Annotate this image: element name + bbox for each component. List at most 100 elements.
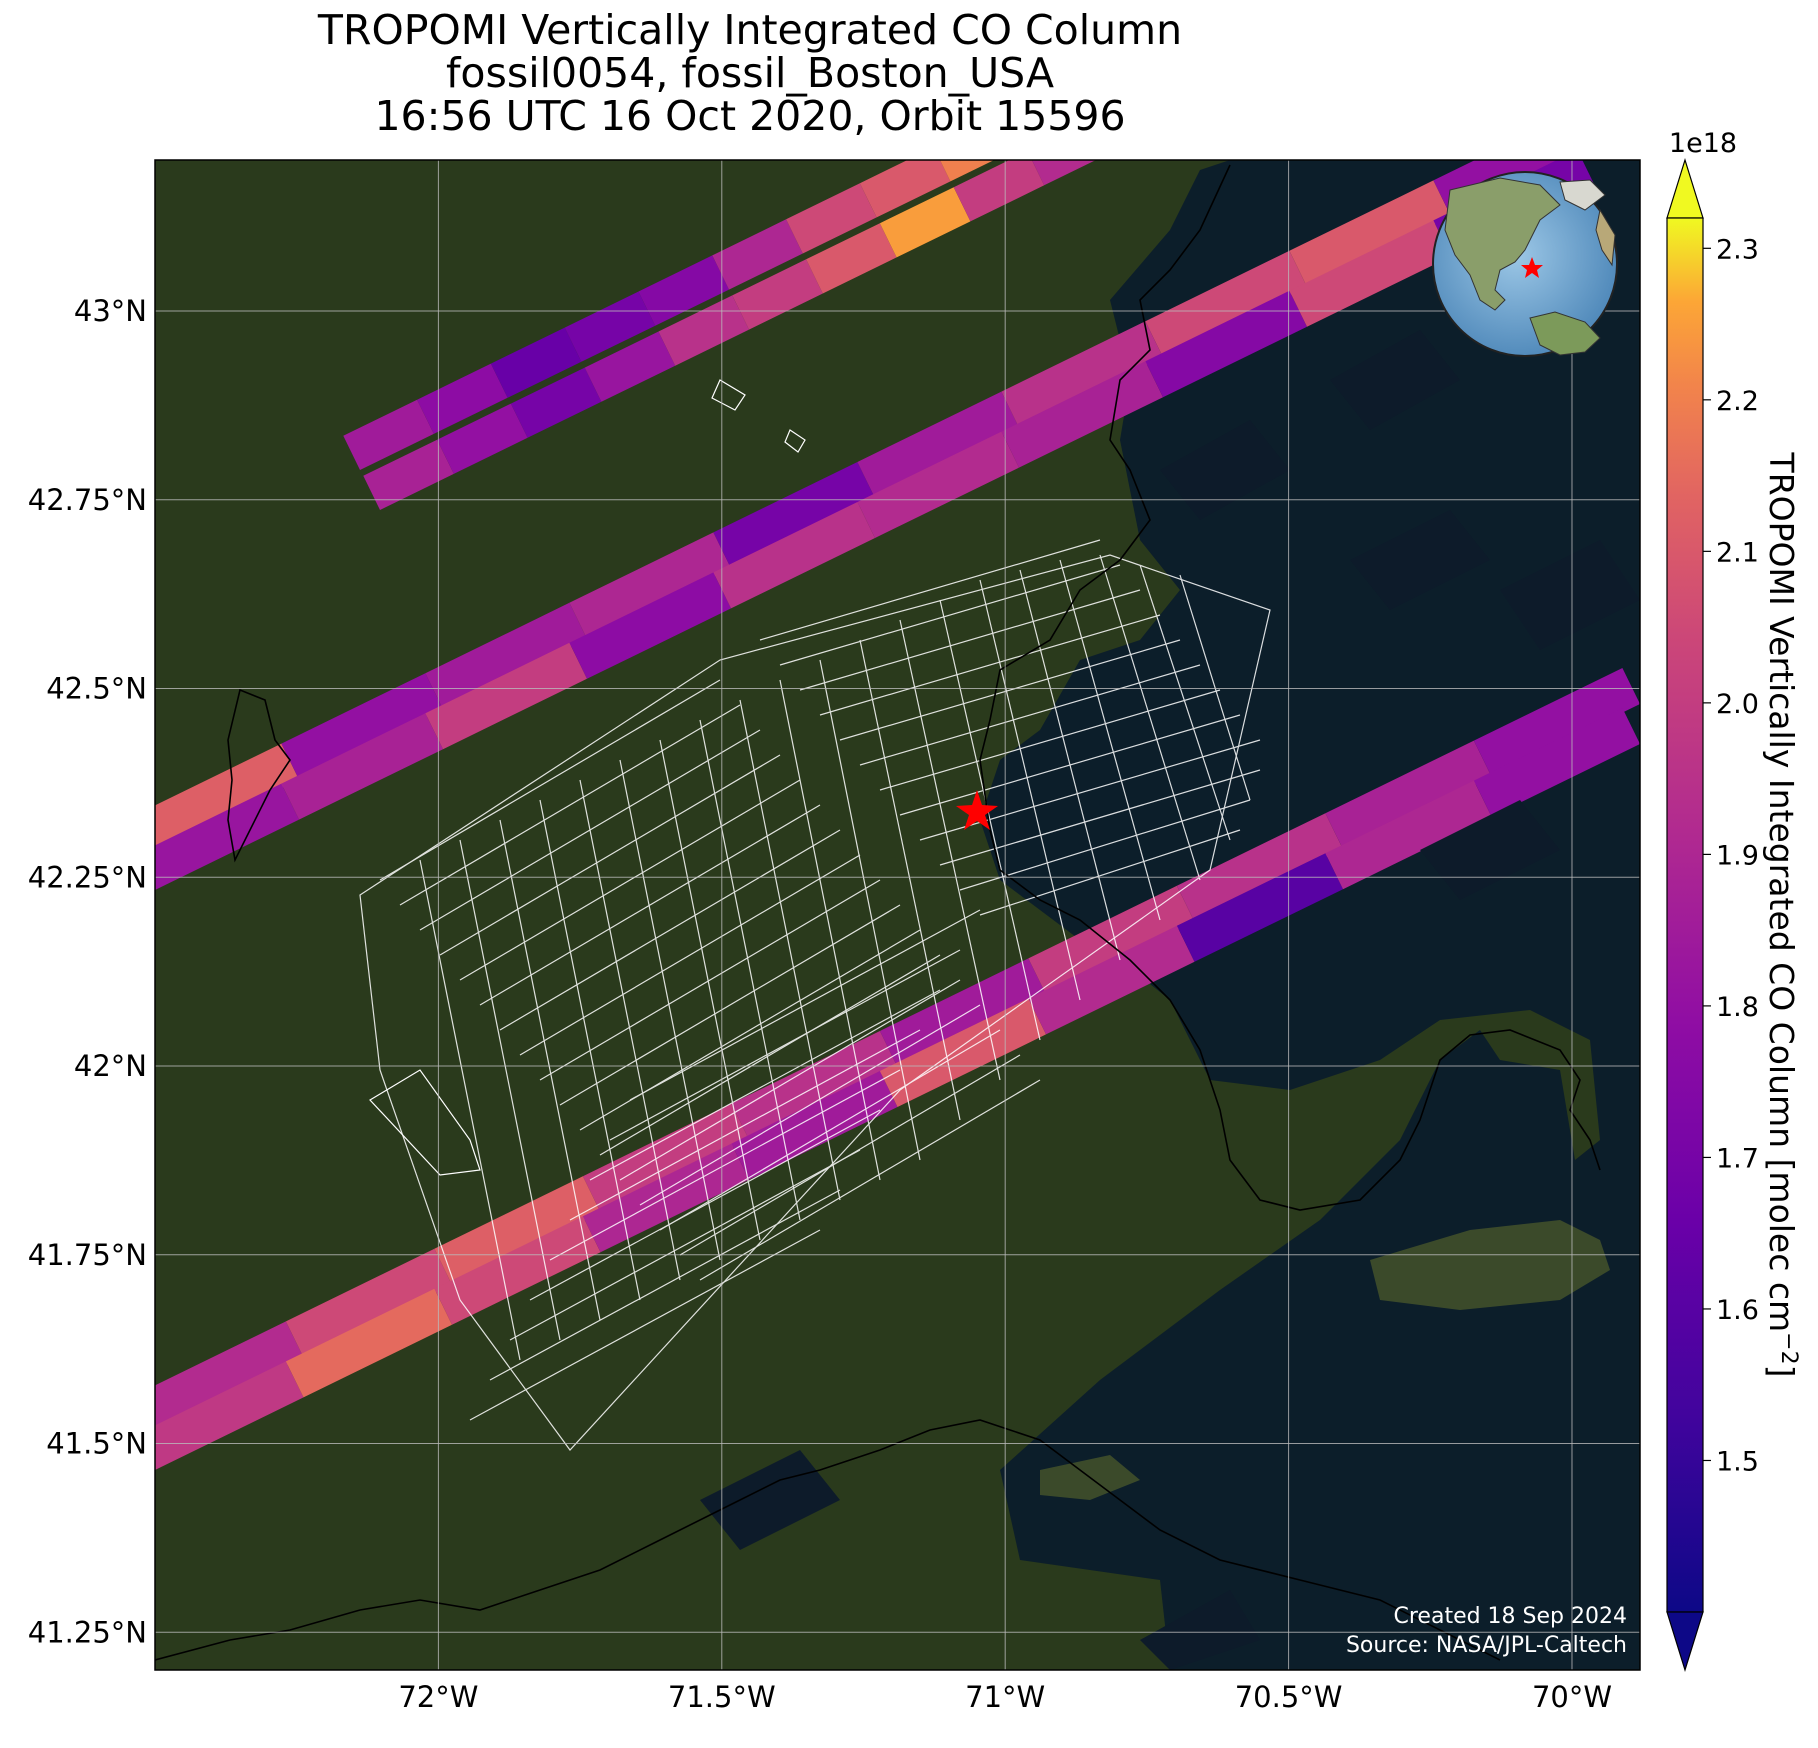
swath-cell bbox=[1473, 708, 1640, 817]
swath-cell bbox=[939, 160, 995, 182]
lon-tick-label: 70.5°W bbox=[1235, 1680, 1343, 1714]
ocean-flag-pixel bbox=[1160, 420, 1290, 520]
lat-tick-label: 41.25°N bbox=[28, 1615, 147, 1649]
target-star-marker bbox=[956, 790, 998, 830]
swath-cell bbox=[437, 403, 528, 474]
lat-tick-label: 42.75°N bbox=[28, 483, 147, 517]
map-frame bbox=[154, 159, 1641, 1671]
quabbin-outline bbox=[227, 688, 291, 863]
swath-cell bbox=[732, 259, 823, 330]
globe-greenland bbox=[1559, 179, 1606, 211]
ocean-flag-pixel bbox=[1350, 510, 1490, 610]
swath-cell bbox=[713, 502, 875, 609]
swath-cell bbox=[859, 160, 951, 218]
swath-cell bbox=[638, 255, 729, 326]
grid-lines-d bbox=[469, 909, 981, 1421]
swath-cell bbox=[155, 1321, 304, 1430]
swath-cell bbox=[510, 367, 602, 438]
swath-cell bbox=[1008, 75, 1099, 145]
lat-tick-label: 41.5°N bbox=[46, 1427, 147, 1461]
lat-tick-label: 42°N bbox=[74, 1049, 147, 1083]
swath-cell bbox=[434, 1216, 601, 1325]
colorbar-exponent: 1e18 bbox=[1669, 128, 1737, 159]
swath-cell bbox=[1001, 321, 1163, 428]
swath-cell bbox=[1289, 220, 1451, 327]
co-swath-layer bbox=[155, 75, 1640, 1470]
swath-cell bbox=[658, 295, 749, 366]
swath-cell bbox=[712, 219, 803, 290]
latitude-tick-labels: 43°N 42.75°N 42.5°N 42.25°N 42°N 41.75°N 41.5°… bbox=[28, 294, 147, 1649]
swath-cell bbox=[564, 291, 656, 362]
grid-lines-c bbox=[419, 554, 1251, 1361]
swath-cell bbox=[806, 223, 897, 294]
swath-cell bbox=[343, 399, 434, 470]
swath-cell bbox=[281, 673, 443, 780]
swath-cell bbox=[1145, 250, 1307, 358]
lat-tick-label: 43°N bbox=[74, 294, 147, 328]
swath-cell bbox=[879, 998, 1046, 1107]
title-line-2: fossil0054, fossil_Boston_USA bbox=[445, 49, 1054, 97]
swath-cell bbox=[490, 327, 582, 398]
swath-cell bbox=[1145, 290, 1307, 398]
ocean-flag-pixel bbox=[1420, 800, 1560, 900]
title-line-1: TROPOMI Vertically Integrated CO Column bbox=[317, 6, 1183, 54]
small-grid-patches bbox=[369, 379, 806, 1176]
swath-cell bbox=[285, 1288, 452, 1398]
swath-cell bbox=[155, 1361, 304, 1470]
swath-cell bbox=[1031, 160, 1096, 186]
colorbar: 1.5 1.6 1.7 1.8 1.9 2.0 2.1 2.2 2.3 1e18 TROPOMI… bbox=[1666, 128, 1801, 1673]
colorbar-tick-label: 1.6 bbox=[1716, 1295, 1759, 1326]
ocean-flag-pixel bbox=[1330, 330, 1460, 430]
swath-cell bbox=[425, 602, 587, 710]
swath-cell bbox=[155, 743, 299, 850]
swath-cell bbox=[1176, 813, 1343, 922]
lon-tick-label: 71°W bbox=[965, 1680, 1045, 1714]
swath-cell bbox=[1176, 853, 1343, 962]
ocean-flag-pixel bbox=[1500, 540, 1640, 650]
globe-north-america bbox=[1444, 177, 1561, 311]
coastline-main bbox=[979, 164, 1601, 1211]
grid-patch-2 bbox=[784, 429, 806, 453]
colorbar-extend-top bbox=[1666, 157, 1704, 219]
colorbar-tick-label: 1.7 bbox=[1716, 1143, 1759, 1174]
swath-cell bbox=[434, 1176, 601, 1285]
lat-tick-label: 42.25°N bbox=[28, 860, 147, 894]
inset-globe bbox=[1432, 171, 1618, 357]
swath-cell bbox=[1473, 668, 1640, 777]
colorbar-tick-label: 1.9 bbox=[1716, 840, 1759, 871]
swath-cell bbox=[1325, 780, 1492, 890]
swath-cell bbox=[582, 1103, 749, 1213]
lat-tick-label: 42.5°N bbox=[46, 672, 147, 706]
lon-tick-label: 70°W bbox=[1532, 1680, 1612, 1714]
target-grid-overlay bbox=[359, 539, 1271, 1451]
swath-cell bbox=[953, 160, 1045, 222]
swath-cell bbox=[857, 431, 1019, 538]
swath-cell bbox=[731, 1071, 898, 1180]
colorbar-tick-label: 2.1 bbox=[1716, 537, 1759, 568]
coastline-south bbox=[155, 1419, 1501, 1661]
lat-tick-label: 41.75°N bbox=[28, 1238, 147, 1272]
cape-cod-land bbox=[1370, 1220, 1610, 1310]
ocean-flag-pixel bbox=[700, 1450, 840, 1550]
swath-cell bbox=[857, 391, 1019, 498]
colorbar-title: TROPOMI Vertically Integrated CO Column … bbox=[1762, 452, 1801, 1378]
grid-lines-b bbox=[759, 539, 1261, 916]
grid-patch-1 bbox=[711, 379, 746, 411]
grid-outline bbox=[359, 554, 1271, 1451]
swath-cell bbox=[569, 532, 731, 639]
lon-tick-label: 72°W bbox=[398, 1680, 478, 1714]
swath-cell bbox=[1289, 180, 1451, 287]
swath-cell bbox=[786, 183, 877, 254]
title-line-3: 16:56 UTC 16 Oct 2020, Orbit 15596 bbox=[374, 92, 1126, 140]
swath-cell bbox=[425, 642, 587, 750]
colorbar-tick-label: 2.2 bbox=[1716, 386, 1759, 417]
longitude-tick-labels: 72°W 71.5°W 71°W 70.5°W 70°W bbox=[398, 1680, 1612, 1714]
coastline bbox=[155, 164, 1601, 1661]
swath-cell bbox=[417, 363, 508, 434]
globe-europe-africa bbox=[1595, 208, 1616, 267]
colorbar-tick-label: 2.3 bbox=[1716, 234, 1759, 265]
colorbar-gradient bbox=[1666, 217, 1704, 1613]
swath-cell bbox=[569, 572, 731, 679]
colorbar-tick-label: 1.8 bbox=[1716, 992, 1759, 1023]
